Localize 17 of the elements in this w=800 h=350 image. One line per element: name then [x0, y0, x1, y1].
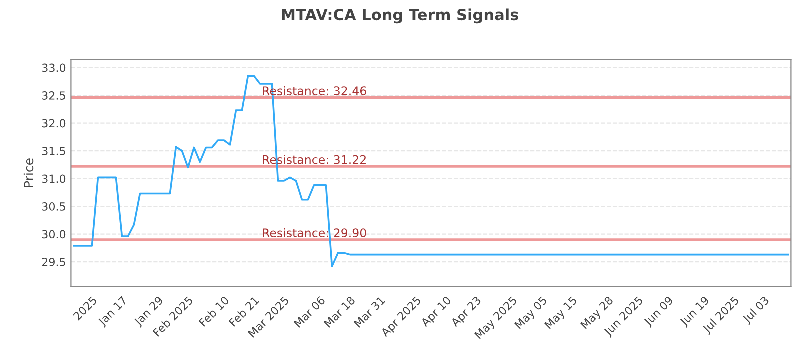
x-tick-label: Jul 03 — [742, 296, 772, 326]
y-tick-label: 32.5 — [42, 92, 66, 100]
y-tick-label: 31.0 — [42, 174, 66, 184]
y-tick-label: 29.5 — [42, 258, 66, 266]
x-tick-label: Feb 10 — [198, 296, 230, 328]
y-tick-label: 33.0 — [42, 64, 66, 72]
x-tick-label: Jun 09 — [643, 296, 676, 328]
y-tick-label: 30.0 — [42, 230, 66, 239]
x-tick-label: Mar 31 — [354, 296, 386, 328]
ref-line-label: Resistance: 29.90 — [263, 228, 366, 238]
line-series — [73, 75, 790, 268]
chart-title: MTAV:CA Long Term Signals — [282, 8, 518, 24]
y-axis-title: Price — [24, 158, 34, 188]
x-tick-label: Jan 17 — [97, 296, 130, 328]
y-tick-label: 31.5 — [42, 147, 66, 156]
y-tick-label: 32.0 — [42, 119, 66, 128]
y-tick-label: 30.5 — [42, 202, 66, 211]
